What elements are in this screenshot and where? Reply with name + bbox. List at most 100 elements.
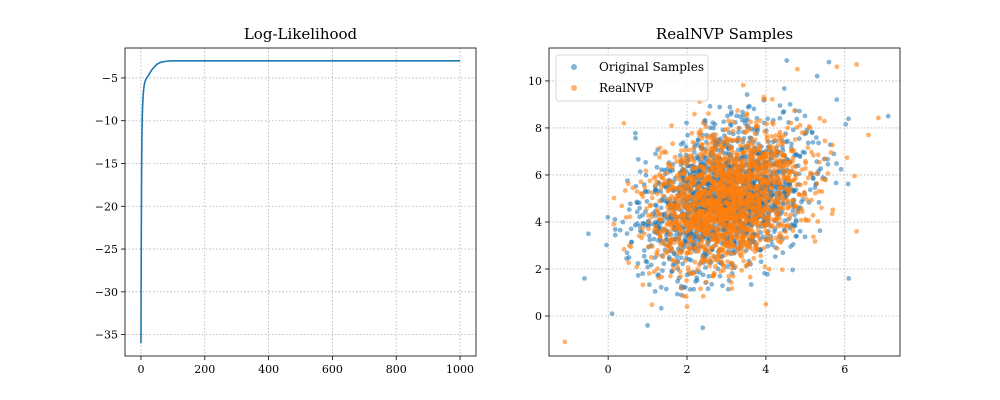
- realnvp-sample-point: [803, 160, 809, 166]
- original-sample-point: [634, 209, 640, 215]
- realnvp-sample-point: [753, 165, 759, 171]
- x-tick-label: 4: [762, 363, 769, 376]
- realnvp-sample-point: [742, 168, 748, 174]
- realnvp-sample-point: [692, 180, 697, 186]
- original-sample-point: [637, 205, 643, 211]
- realnvp-sample-point: [763, 200, 769, 206]
- realnvp-sample-point: [664, 221, 670, 227]
- original-sample-point: [612, 227, 618, 232]
- realnvp-samples-title: RealNVP Samples: [656, 25, 793, 43]
- realnvp-sample-point: [734, 169, 740, 175]
- realnvp-sample-point: [751, 255, 757, 261]
- realnvp-sample-point: [792, 169, 797, 175]
- realnvp-sample-point: [691, 240, 697, 245]
- realnvp-sample-point: [740, 190, 745, 196]
- realnvp-sample-point: [762, 224, 768, 230]
- original-sample-point: [693, 279, 698, 284]
- realnvp-sample-point: [681, 204, 686, 210]
- realnvp-sample-point: [656, 275, 662, 281]
- original-sample-point: [637, 169, 643, 175]
- realnvp-sample-point: [634, 264, 640, 270]
- realnvp-sample-point: [709, 133, 714, 139]
- realnvp-sample-point: [810, 212, 816, 218]
- realnvp-sample-point: [765, 157, 770, 163]
- realnvp-sample-point: [744, 145, 750, 151]
- original-sample-point: [797, 153, 803, 159]
- original-sample-point: [794, 233, 800, 239]
- realnvp-sample-point: [748, 154, 754, 159]
- realnvp-sample-point: [749, 175, 755, 180]
- realnvp-sample-point: [753, 123, 759, 129]
- realnvp-sample-point: [780, 140, 786, 146]
- realnvp-sample-point: [802, 189, 807, 195]
- original-sample-point: [654, 164, 660, 170]
- realnvp-sample-point: [683, 147, 688, 153]
- realnvp-sample-point: [660, 193, 666, 198]
- original-sample-point: [647, 282, 652, 288]
- realnvp-sample-point: [649, 302, 655, 308]
- realnvp-sample-point: [735, 198, 741, 204]
- realnvp-sample-point: [787, 215, 793, 221]
- realnvp-sample-point: [684, 278, 689, 283]
- original-sample-point: [645, 323, 650, 328]
- original-sample-point: [734, 113, 739, 119]
- realnvp-sample-point: [792, 203, 797, 209]
- realnvp-sample-point: [690, 166, 696, 172]
- realnvp-sample-point: [734, 189, 740, 195]
- realnvp-sample-point: [778, 205, 784, 211]
- realnvp-sample-point: [684, 304, 690, 310]
- original-sample-point: [653, 151, 658, 157]
- realnvp-sample-point: [735, 236, 741, 242]
- realnvp-sample-point: [807, 125, 813, 131]
- realnvp-sample-point: [738, 137, 744, 143]
- realnvp-sample-point: [822, 156, 828, 162]
- realnvp-sample-point: [722, 127, 728, 133]
- realnvp-sample-point: [739, 158, 745, 164]
- realnvp-sample-point: [724, 230, 730, 236]
- realnvp-series: [562, 62, 881, 345]
- realnvp-sample-point: [562, 339, 568, 345]
- realnvp-sample-point: [819, 205, 824, 211]
- realnvp-sample-point: [771, 166, 777, 172]
- original-sample-point: [787, 101, 793, 107]
- realnvp-sample-point: [772, 149, 778, 154]
- original-sample-point: [816, 200, 822, 205]
- realnvp-sample-point: [765, 231, 771, 237]
- realnvp-sample-point: [741, 258, 746, 264]
- realnvp-sample-point: [720, 247, 726, 253]
- original-sample-point: [670, 262, 676, 268]
- realnvp-sample-point: [699, 142, 705, 148]
- realnvp-sample-point: [698, 286, 703, 292]
- realnvp-sample-point: [625, 181, 631, 187]
- realnvp-sample-point: [686, 158, 692, 163]
- realnvp-sample-point: [785, 188, 791, 194]
- original-sample-point: [658, 205, 664, 211]
- realnvp-sample-point: [771, 197, 777, 203]
- original-sample-point: [790, 241, 796, 247]
- original-sample-point: [612, 216, 618, 222]
- realnvp-sample-point: [672, 154, 678, 160]
- realnvp-sample-point: [774, 246, 780, 251]
- realnvp-sample-point: [679, 217, 685, 223]
- realnvp-sample-point: [741, 249, 747, 255]
- realnvp-sample-point: [739, 208, 745, 214]
- original-sample-point: [609, 311, 615, 317]
- original-sample-point: [813, 135, 819, 140]
- realnvp-sample-point: [764, 121, 770, 127]
- original-sample-point: [833, 180, 839, 186]
- realnvp-sample-point: [725, 259, 731, 264]
- original-sample-point: [721, 119, 727, 125]
- realnvp-sample-point: [662, 149, 667, 154]
- realnvp-sample-point: [679, 200, 684, 205]
- realnvp-sample-point: [663, 242, 669, 248]
- original-sample-point: [644, 259, 650, 265]
- realnvp-sample-point: [720, 169, 726, 174]
- realnvp-sample-point: [701, 180, 707, 186]
- realnvp-sample-point: [703, 124, 709, 130]
- realnvp-sample-point: [708, 184, 714, 190]
- realnvp-sample-point: [657, 145, 663, 151]
- realnvp-sample-point: [677, 241, 683, 247]
- original-sample-point: [683, 144, 689, 150]
- realnvp-sample-point: [721, 176, 726, 182]
- realnvp-sample-point: [731, 251, 737, 256]
